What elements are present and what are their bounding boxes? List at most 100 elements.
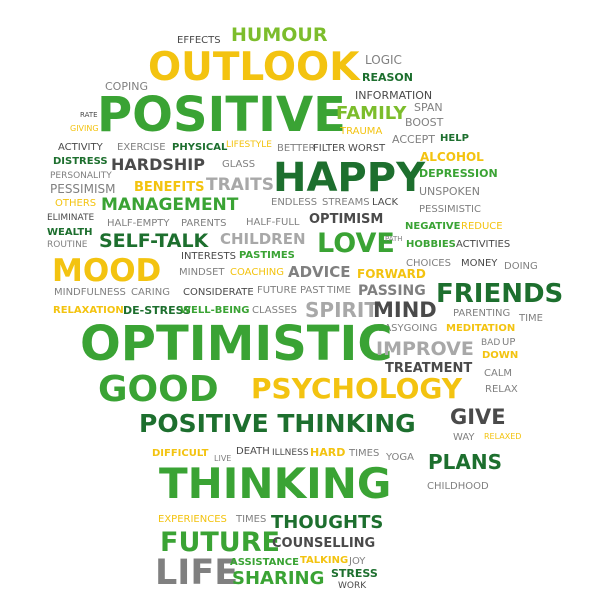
word-advice: ADVICE bbox=[288, 263, 351, 281]
word-thinking: THINKING bbox=[159, 459, 392, 508]
word-life: LIFE bbox=[155, 553, 239, 593]
word-glass: GLASS bbox=[222, 159, 256, 170]
word-management: MANAGEMENT bbox=[101, 195, 239, 215]
word-optimism: OPTIMISM bbox=[309, 212, 384, 227]
word-positive: POSITIVE bbox=[97, 87, 346, 143]
word-rate: RATE bbox=[80, 111, 98, 119]
word-hobbies: HOBBIES bbox=[406, 239, 456, 250]
word-relaxed: RELAXED bbox=[484, 432, 522, 441]
word-lack: LACK bbox=[372, 197, 399, 208]
word-stress: STRESS bbox=[331, 567, 378, 580]
word-outlook: OUTLOOK bbox=[148, 45, 360, 90]
word-experiences: EXPERIENCES bbox=[158, 514, 227, 525]
word-half-full: HALF-FULL bbox=[246, 217, 300, 228]
word-de-stress: DE-STRESS bbox=[123, 304, 191, 317]
word-classes: CLASSES bbox=[252, 305, 297, 316]
word-bad: BAD bbox=[481, 338, 501, 348]
word-relax: RELAX bbox=[485, 384, 518, 395]
word-eliminate: ELIMINATE bbox=[47, 213, 95, 223]
word-coping: COPING bbox=[105, 80, 148, 93]
word-pessimistic: PESSIMISTIC bbox=[419, 204, 481, 215]
word-pastimes: PASTIMES bbox=[239, 250, 295, 261]
word-time-1: TIME bbox=[327, 285, 352, 296]
word-counselling: COUNSELLING bbox=[272, 536, 376, 551]
word-good: GOOD bbox=[98, 369, 219, 410]
word-passing: PASSING bbox=[358, 283, 426, 299]
word-distress: DISTRESS bbox=[53, 156, 108, 167]
word-future-small: FUTURE bbox=[257, 285, 297, 296]
word-give: GIVE bbox=[450, 405, 506, 429]
word-psychology: PSYCHOLOGY bbox=[251, 372, 463, 405]
word-streams: STREAMS bbox=[322, 197, 370, 208]
word-personality: PERSONALITY bbox=[50, 171, 112, 181]
word-coaching: COACHING bbox=[230, 267, 285, 278]
word-times-1: TIMES bbox=[349, 448, 380, 459]
word-hardship: HARDSHIP bbox=[111, 155, 205, 174]
word-spirit: SPIRIT bbox=[305, 298, 378, 322]
word-plans: PLANS bbox=[428, 450, 503, 474]
word-giving: GIVING bbox=[70, 124, 99, 133]
word-hard: HARD bbox=[310, 446, 346, 459]
word-reason: REASON bbox=[362, 71, 413, 84]
word-difficult: DIFFICULT bbox=[152, 448, 209, 459]
word-money: MONEY bbox=[461, 258, 498, 269]
word-time-2: TIME bbox=[519, 313, 544, 324]
word-parenting: PARENTING bbox=[453, 308, 511, 319]
word-logic: LOGIC bbox=[365, 53, 402, 67]
word-activity: ACTIVITY bbox=[58, 142, 103, 153]
word-traits: TRAITS bbox=[206, 175, 275, 195]
word-work: WORK bbox=[338, 581, 367, 591]
word-meditation: MEDITATION bbox=[446, 323, 516, 334]
word-negative: NEGATIVE bbox=[405, 221, 461, 232]
word-span: SPAN bbox=[414, 101, 443, 114]
word-family: FAMILY bbox=[336, 103, 407, 124]
word-considerate: CONSIDERATE bbox=[183, 287, 254, 298]
word-childhood: CHILDHOOD bbox=[427, 481, 489, 492]
word-routine: ROUTINE bbox=[47, 240, 88, 250]
word-caring: CARING bbox=[131, 287, 170, 298]
word-up: UP bbox=[502, 337, 516, 348]
word-exercise: EXERCISE bbox=[117, 142, 166, 153]
word-humour: HUMOUR bbox=[231, 24, 328, 46]
word-help: HELP bbox=[440, 133, 469, 144]
word-thoughts: THOUGHTS bbox=[271, 512, 384, 533]
word-boost: BOOST bbox=[405, 116, 444, 129]
word-worst: WORST bbox=[348, 143, 386, 154]
word-live: LIVE bbox=[214, 454, 232, 463]
word-mind: MIND bbox=[373, 298, 437, 322]
word-filter: FILTER bbox=[313, 143, 346, 154]
word-sharing: SHARING bbox=[232, 568, 325, 589]
word-activities: ACTIVITIES bbox=[456, 239, 511, 250]
word-friends: FRIENDS bbox=[436, 279, 564, 309]
word-down: DOWN bbox=[482, 350, 519, 361]
word-information: INFORMATION bbox=[355, 89, 433, 102]
word-reduce: REDUCE bbox=[461, 221, 503, 232]
word-pessimism: PESSIMISM bbox=[50, 182, 116, 196]
word-talking: TALKING bbox=[300, 555, 349, 566]
word-happy: HAPPY bbox=[273, 155, 426, 201]
word-choices: CHOICES bbox=[406, 258, 451, 269]
word-accept: ACCEPT bbox=[392, 133, 435, 146]
word-half-empty: HALF-EMPTY bbox=[107, 218, 170, 229]
word-mindfulness: MINDFULNESS bbox=[54, 287, 126, 298]
word-alcohol: ALCOHOL bbox=[420, 150, 484, 164]
word-mindset: MINDSET bbox=[179, 267, 225, 278]
word-well-being: WELL-BEING bbox=[180, 305, 250, 316]
word-children: CHILDREN bbox=[220, 230, 306, 248]
word-endless: ENDLESS bbox=[271, 197, 318, 208]
word-optimistic: OPTIMISTIC bbox=[80, 316, 393, 372]
word-joy: JOY bbox=[349, 556, 366, 567]
word-way: WAY bbox=[453, 432, 475, 443]
word-illness: ILLNESS bbox=[272, 448, 309, 458]
word-lifestyle: LIFESTYLE bbox=[226, 140, 272, 150]
word-trauma: TRAUMA bbox=[340, 126, 383, 137]
word-unspoken: UNSPOKEN bbox=[419, 185, 480, 198]
word-others: OTHERS bbox=[55, 198, 97, 209]
word-relaxation: RELAXATION bbox=[53, 305, 124, 316]
word-death: DEATH bbox=[236, 446, 270, 457]
word-forward: FORWARD bbox=[357, 267, 426, 281]
word-interests: INTERESTS bbox=[181, 251, 236, 262]
word-path: PATH bbox=[385, 235, 403, 243]
word-doing: DOING bbox=[504, 261, 538, 272]
